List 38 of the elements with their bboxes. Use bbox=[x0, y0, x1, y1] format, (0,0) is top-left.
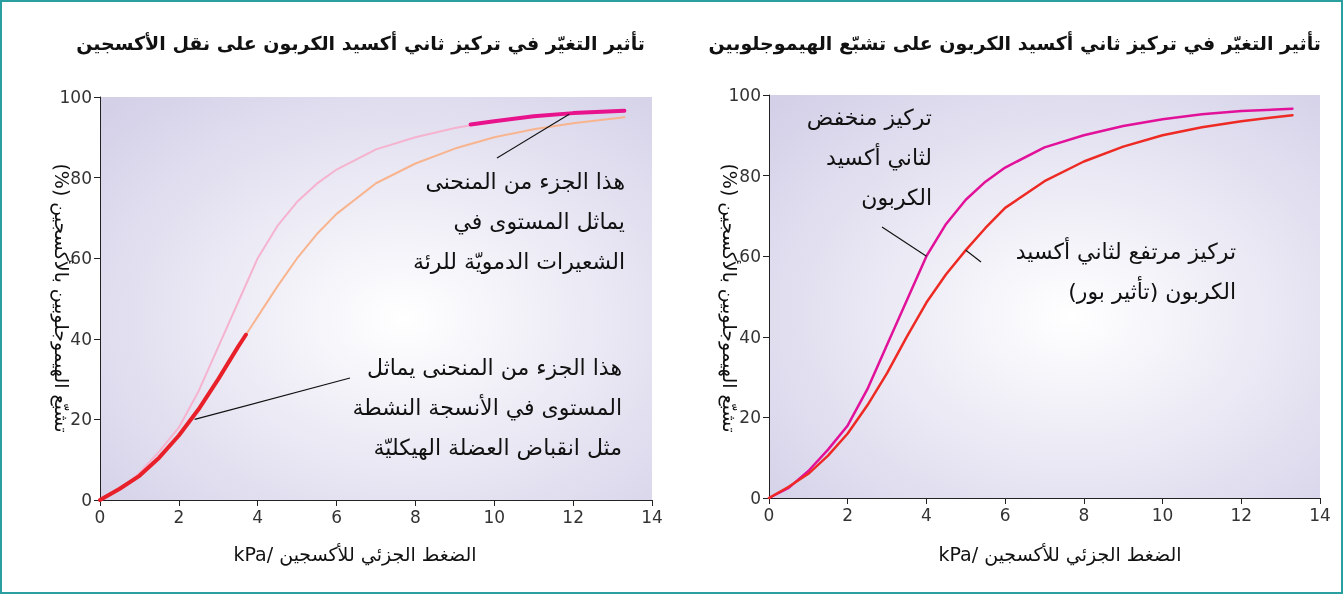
x-tick-label: 2 bbox=[173, 506, 185, 527]
x-tick-label: 12 bbox=[562, 506, 584, 527]
y-tick-label: 100 bbox=[59, 87, 92, 107]
annotation: تركيز مرتفع لثاني أكسيد الكربون (تأثير بور) bbox=[1015, 236, 1236, 306]
chart-title: تأثير التغيّر في تركيز ثاني أكسيد الكربون على نقل الأكسجين bbox=[76, 32, 645, 54]
y-tick-label: 40 bbox=[70, 328, 92, 349]
y-tick-label: 60 bbox=[70, 248, 92, 269]
x-tick-label: 8 bbox=[1078, 504, 1090, 525]
x-tick-label: 12 bbox=[1230, 504, 1253, 525]
y-axis-title: تشبّع الهيموجلوبين بالأكسجين (%) bbox=[719, 163, 741, 433]
x-tick-label: 6 bbox=[999, 504, 1011, 525]
x-axis-title: الضغط الجزئي للأكسجين /kPa bbox=[938, 543, 1182, 565]
x-axis-title: الضغط الجزئي للأكسجين /kPa bbox=[233, 543, 477, 565]
y-tick-label: 20 bbox=[70, 409, 92, 430]
x-tick-label: 2 bbox=[842, 504, 854, 525]
annotation: هذا الجزء من المنحنى يماثل المستوى في الأنسجة النشطة مثل انقباض العضلة الهيكليّة bbox=[352, 354, 622, 462]
x-tick-label: 4 bbox=[921, 504, 932, 525]
y-tick-label: 0 bbox=[81, 490, 92, 510]
x-tick-label: 14 bbox=[1309, 504, 1331, 525]
x-tick-label: 10 bbox=[1151, 504, 1174, 525]
y-tick-label: 80 bbox=[70, 167, 92, 188]
x-tick-label: 4 bbox=[252, 506, 264, 527]
x-tick-label: 10 bbox=[483, 506, 506, 527]
y-tick-label: 100 bbox=[728, 85, 761, 105]
y-tick-label: 0 bbox=[750, 488, 761, 508]
line-series bbox=[98, 332, 248, 502]
annotation: هذا الجزء من المنحنى يماثل المستوى في الشعيرات الدمويّة للرئة bbox=[412, 168, 625, 276]
x-tick-label: 0 bbox=[94, 506, 106, 527]
annotation: تركيز منخفض لثاني أكسيد الكربون bbox=[806, 104, 932, 212]
chart-title: تأثير التغيّر في تركيز ثاني أكسيد الكربون على تشبّع الهيموجلوبين bbox=[708, 32, 1321, 54]
x-tick-label: 14 bbox=[641, 506, 663, 527]
y-tick-label: 40 bbox=[739, 326, 761, 347]
x-tick-label: 6 bbox=[331, 506, 342, 527]
x-tick-label: 8 bbox=[410, 506, 421, 527]
y-tick-label: 20 bbox=[739, 407, 761, 428]
x-tick-label: 0 bbox=[763, 504, 775, 525]
y-tick-label: 80 bbox=[739, 165, 761, 186]
line-series bbox=[468, 108, 627, 127]
